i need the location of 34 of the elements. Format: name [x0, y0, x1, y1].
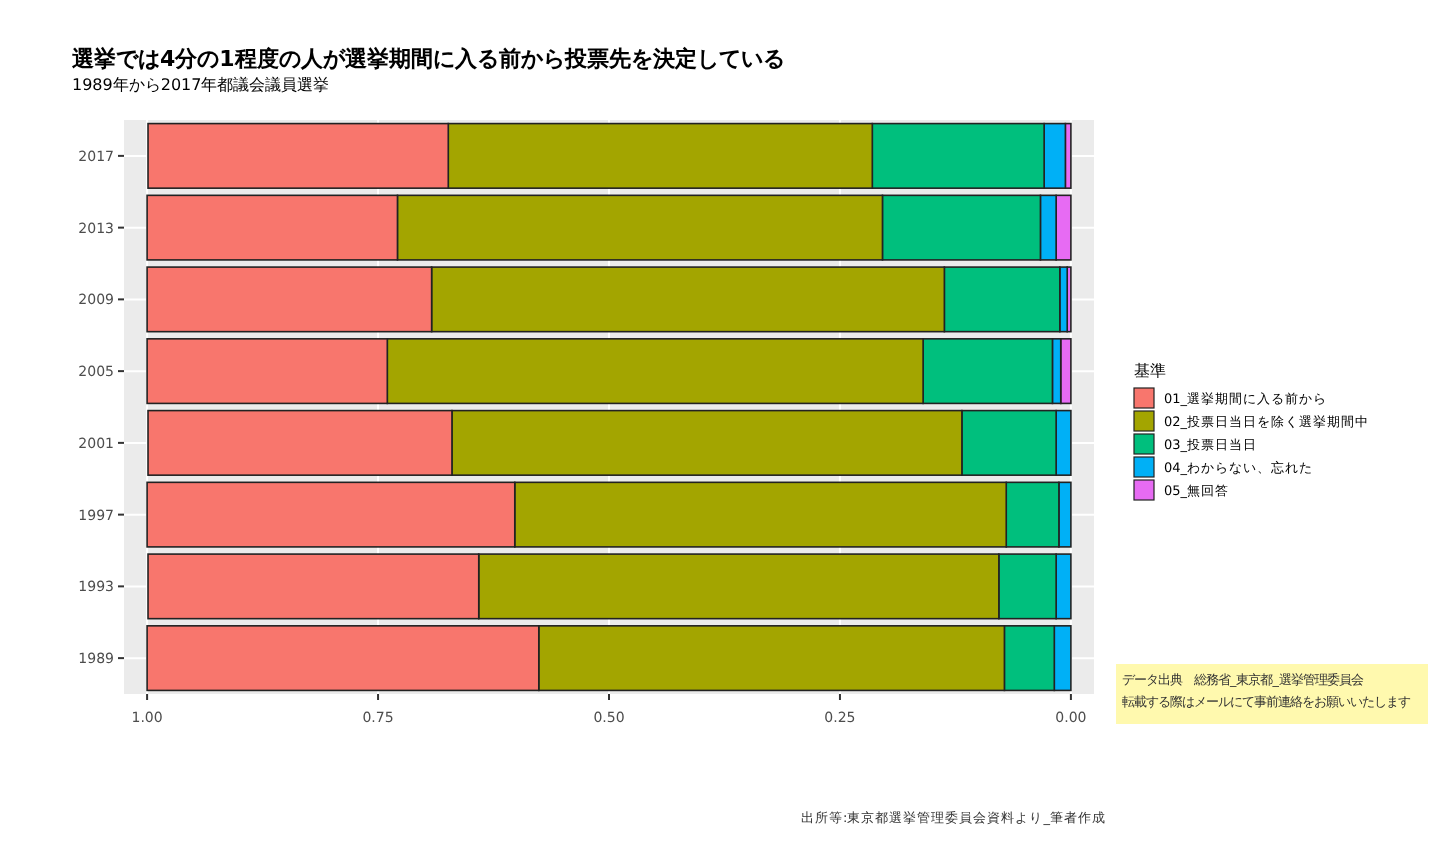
- bar: [881, 194, 1042, 261]
- bar: [147, 553, 480, 620]
- bar: [146, 481, 516, 548]
- bar: [146, 625, 540, 692]
- bar: [447, 122, 874, 189]
- bar: [1055, 553, 1072, 620]
- bar: [1055, 194, 1072, 261]
- bar: [1003, 625, 1056, 692]
- bar: [943, 266, 1061, 333]
- bar: [147, 409, 453, 476]
- bar: [1053, 625, 1072, 692]
- bar: [147, 122, 450, 189]
- bar: [961, 409, 1057, 476]
- bar: [1005, 481, 1060, 548]
- chart-title: 選挙では4分の1程度の人が選挙期間に入る前から投票先を決定している: [70, 46, 785, 72]
- bar: [477, 553, 1000, 620]
- bar: [1055, 409, 1072, 476]
- bar: [998, 553, 1057, 620]
- bar: [146, 194, 399, 261]
- bar: [386, 338, 924, 405]
- bar: [922, 338, 1054, 405]
- bar: [1051, 338, 1062, 405]
- legend-title: 基準: [1134, 362, 1166, 380]
- chart-subtitle: 1989年から2017年都議会議員選挙: [72, 76, 330, 94]
- bar: [146, 338, 389, 405]
- bar: [451, 409, 963, 476]
- bar: [537, 625, 1006, 692]
- bar: [871, 122, 1045, 189]
- bar: [513, 481, 1008, 548]
- bar: [1039, 194, 1057, 261]
- bar: [146, 266, 433, 333]
- bar: [430, 266, 946, 333]
- bar: [396, 194, 884, 261]
- bar: [1043, 122, 1067, 189]
